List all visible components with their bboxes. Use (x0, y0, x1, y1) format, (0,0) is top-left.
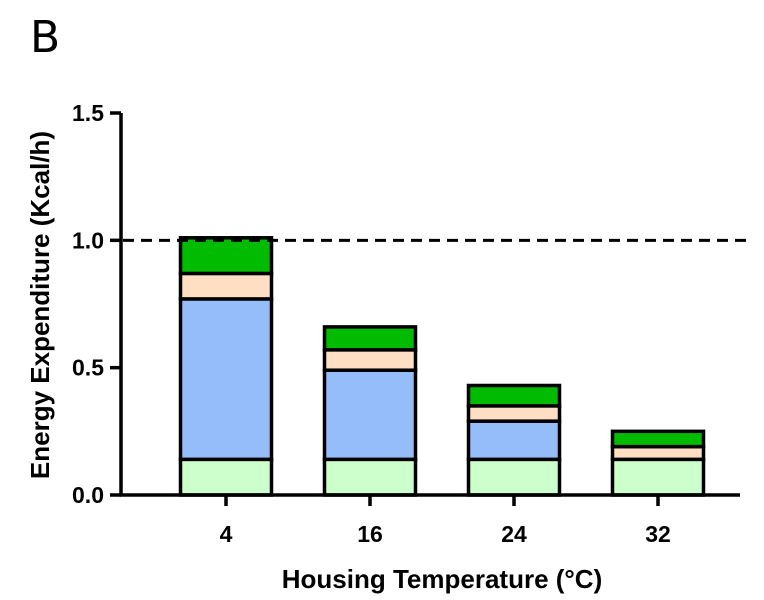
x-tick-label: 16 (357, 521, 383, 547)
x-tick-label: 32 (645, 521, 671, 547)
bar-segment (178, 236, 274, 276)
bar-segment (322, 368, 418, 462)
y-tick-label: 0.0 (72, 482, 104, 508)
bar-segment (322, 325, 418, 352)
bar-segment (466, 383, 562, 408)
bar-segment (322, 348, 418, 372)
axes-layer: 0.0 0.5 1.0 1.5 4 16 24 32 (72, 100, 740, 547)
y-axis-title: Energy Expenditure (Kcal/h) (25, 131, 55, 479)
bar-segment (178, 271, 274, 301)
panel-letter: B (30, 12, 60, 63)
bar-segment (322, 457, 418, 497)
bar-segment (610, 429, 706, 449)
y-tick-label: 0.5 (72, 355, 104, 381)
bar-segment (610, 457, 706, 497)
bar-segment (466, 419, 562, 462)
x-tick-label: 24 (501, 521, 527, 547)
bar-segment (610, 444, 706, 462)
bar-segment (466, 404, 562, 423)
y-tick-label: 1.0 (72, 227, 104, 253)
bar-segment (178, 457, 274, 497)
x-axis-title: Housing Temperature (°C) (282, 564, 603, 594)
bar-segment (178, 297, 274, 462)
x-tick-label: 4 (220, 521, 233, 547)
bar-segment (466, 457, 562, 497)
y-tick-label: 1.5 (72, 100, 104, 126)
bars-layer (178, 236, 706, 497)
